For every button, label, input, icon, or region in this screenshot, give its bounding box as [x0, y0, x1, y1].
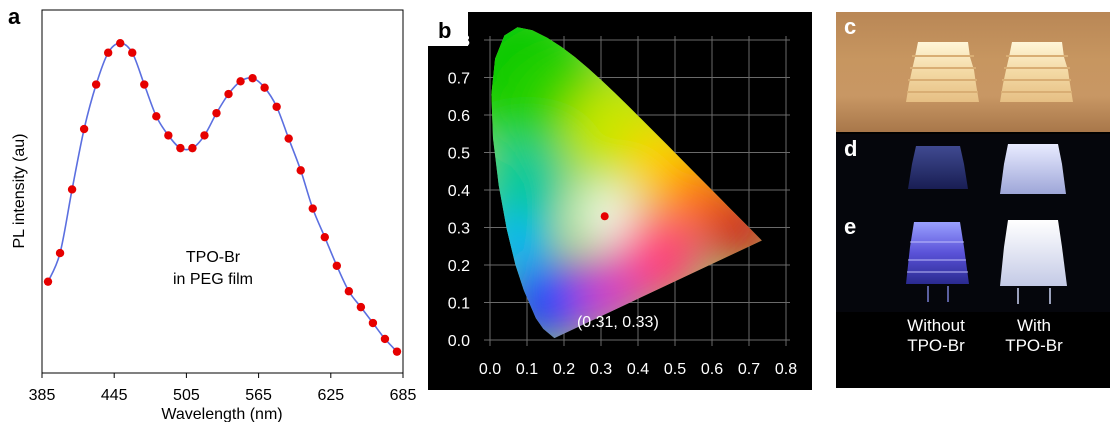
x-tick-label: 0.4: [627, 361, 649, 378]
spectrum-data-point: [356, 302, 366, 312]
cup-right-uv-bright: [1000, 220, 1067, 286]
panel-letter-e: e: [844, 214, 857, 239]
panel-letter-b: b: [438, 18, 451, 43]
spectrum-data-point: [176, 143, 185, 153]
spectrum-data-point: [248, 73, 257, 83]
spectrum-data-point: [128, 48, 137, 57]
series-marker-group: [43, 38, 402, 356]
uv-dim-photo-image: [908, 144, 1066, 194]
x-tick-label: 0.6: [701, 361, 723, 378]
spectrum-data-point: [79, 124, 89, 134]
spectrum-data-point: [43, 277, 53, 286]
y-tick-label: 0.6: [448, 108, 470, 125]
y-tick-label: 0.3: [448, 221, 470, 238]
cup-right-uv-dim: [1000, 144, 1066, 194]
y-tick-label: 0.5: [448, 146, 470, 163]
y-tick-label: 0.1: [448, 296, 470, 313]
x-tick-group: 0.0 0.1 0.2 0.3 0.4 0.5 0.6 0.7 0.8: [479, 361, 797, 378]
y-tick-label: 0.7: [448, 71, 470, 88]
spectrum-data-point: [91, 80, 101, 89]
spectrum-data-point: [188, 143, 197, 153]
spectrum-data-point: [296, 166, 305, 175]
spectrum-data-point: [260, 83, 269, 92]
cie-diagram-panel: 0.0 0.1 0.2 0.3 0.4 0.5 0.6 0.7 0.8 0.0 0.1 0.2 0.3…: [428, 12, 812, 390]
spectrum-data-point: [236, 77, 245, 86]
spectrum-data-point: [308, 204, 317, 213]
chromaticity-point-label: (0.31, 0.33): [577, 314, 659, 331]
pl-spectrum-panel: 385 445 505 565 625 685 Wavelength (nm) PL in…: [0, 0, 420, 423]
spectrum-data-point: [368, 318, 378, 328]
caption-without: Without TPO-Br: [888, 316, 984, 356]
spectrum-data-point: [200, 131, 209, 140]
spectrum-data-point: [284, 134, 293, 143]
photo-uv-bright: e: [836, 212, 1110, 312]
photo-daylight: c: [836, 12, 1110, 132]
spectrum-data-point: [103, 48, 113, 57]
x-tick-label: 565: [245, 387, 272, 404]
panel-letter-box: [428, 12, 468, 46]
y-tick-label: 0.2: [448, 258, 470, 275]
x-tick-label: 0.8: [775, 361, 797, 378]
spectrum-data-point: [116, 38, 125, 48]
x-tick-group: 385 445 505 565 625 685: [29, 373, 417, 404]
uv-bright-photo-image: [906, 220, 1067, 304]
photo-uv-dim: d: [836, 134, 1110, 212]
cie-chromaticity-chart: 0.0 0.1 0.2 0.3 0.4 0.5 0.6 0.7 0.8 0.0 0.1 0.2 0.3…: [428, 12, 812, 390]
x-tick-label: 0.0: [479, 361, 501, 378]
x-tick-label: 0.3: [590, 361, 612, 378]
daylight-photo-image: [906, 42, 1073, 102]
series-line-group: [47, 42, 398, 353]
spectrum-data-point: [67, 185, 77, 194]
caption-without-line-1: Without: [907, 316, 965, 335]
spectrum-data-point: [272, 102, 281, 111]
x-tick-label: 505: [173, 387, 200, 404]
spectrum-data-point: [344, 287, 354, 296]
spectrum-data-point: [55, 248, 65, 258]
chromaticity-point: [600, 212, 609, 221]
y-axis-label: PL intensity (au): [11, 133, 28, 248]
cup-left-daylight: [906, 42, 979, 102]
photo-panel: c d: [836, 12, 1110, 388]
caption-with: With TPO-Br: [986, 316, 1082, 356]
panel-letter-d: d: [844, 136, 858, 161]
y-tick-group: 0.00.10.20.30.40.50.60.70.8: [448, 33, 470, 350]
x-tick-label: 0.1: [516, 361, 538, 378]
cup-right-daylight: [1000, 42, 1073, 102]
x-tick-label: 625: [317, 387, 344, 404]
cup-left-uv-bright: [906, 222, 969, 284]
x-tick-label: 685: [390, 387, 417, 404]
spectrum-data-point: [224, 89, 233, 99]
x-tick-label: 445: [101, 387, 128, 404]
panel-letter-a: a: [8, 4, 21, 29]
spectrum-data-point: [320, 232, 329, 242]
x-tick-label: 0.5: [664, 361, 686, 378]
x-tick-label: 0.2: [553, 361, 575, 378]
spectrum-data-point: [392, 347, 402, 356]
x-axis-label: Wavelength (nm): [161, 406, 282, 422]
plot-frame: [41, 9, 404, 374]
annotation-line-1: TPO-Br: [186, 249, 241, 266]
spectrum-data-point: [212, 108, 221, 118]
spectrum-data-point: [152, 112, 161, 121]
y-tick-label: 0.4: [448, 183, 470, 200]
spectrum-data-point: [140, 80, 149, 89]
spectrum-data-point: [380, 334, 390, 344]
pl-spectrum-chart: 385 445 505 565 625 685 Wavelength (nm) PL in…: [11, 9, 417, 423]
cup-left-uv-dim: [908, 146, 968, 189]
caption-with-line-2: TPO-Br: [1005, 336, 1063, 355]
spectrum-data-point: [332, 261, 342, 270]
caption-with-line-1: With: [1017, 316, 1051, 335]
spectrum-line: [47, 42, 398, 353]
spectrum-data-point: [164, 131, 173, 140]
caption-without-line-2: TPO-Br: [907, 336, 965, 355]
x-tick-label: 385: [29, 387, 56, 404]
y-tick-label: 0.0: [448, 333, 470, 350]
x-tick-label: 0.7: [738, 361, 760, 378]
annotation-line-2: in PEG film: [173, 271, 253, 288]
panel-letter-c: c: [844, 14, 857, 39]
